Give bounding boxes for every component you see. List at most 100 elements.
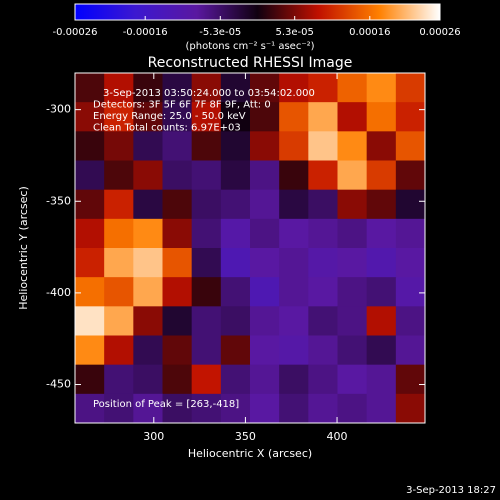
heatmap-cell — [308, 160, 338, 191]
heatmap-cell — [220, 218, 251, 249]
colorbar — [74, 3, 441, 21]
heatmap-cell — [133, 73, 163, 103]
heatmap-cell — [220, 335, 251, 366]
colorbar-tick-label: 5.3e-05 — [276, 27, 314, 38]
heatmap-cell — [75, 102, 105, 132]
heatmap-cell — [133, 218, 163, 249]
heatmap-cell — [366, 335, 397, 366]
y-tick-label: -300 — [46, 103, 71, 116]
heatmap-cell — [366, 102, 397, 132]
heatmap-cell — [75, 218, 105, 249]
heatmap-cell — [395, 131, 426, 161]
annotation: Detectors: 3F 5F 6F 7F 8F 9F, Att: 0 — [93, 100, 271, 111]
heatmap-cell — [279, 102, 309, 132]
heatmap-cell — [133, 102, 163, 132]
heatmap-cell — [162, 306, 193, 336]
colorbar-tick-label: 0.00016 — [349, 27, 390, 38]
x-tick-label: 400 — [327, 430, 348, 443]
heatmap-cell — [337, 131, 368, 161]
peak-annotation: Position of Peak = [263,-418] — [93, 399, 239, 410]
heatmap-cell — [75, 189, 105, 220]
heatmap-cell — [104, 277, 134, 307]
heatmap-cell — [133, 131, 163, 161]
heatmap-cell — [191, 277, 222, 307]
heatmap-cell — [366, 364, 397, 395]
heatmap-cell — [75, 248, 105, 278]
heatmap-cell — [250, 393, 280, 424]
heatmap-cell — [220, 131, 251, 161]
heatmap-cell — [395, 277, 426, 307]
heatmap-cell — [162, 73, 193, 103]
heatmap-cell — [250, 277, 280, 307]
heatmap-cell — [337, 73, 368, 103]
heatmap-cell — [308, 364, 338, 395]
heatmap-cell — [366, 160, 397, 191]
heatmap-cell — [279, 160, 309, 191]
heatmap-cell — [308, 335, 338, 366]
heatmap-cell — [104, 364, 134, 395]
heatmap-cell — [162, 189, 193, 220]
heatmap-cell — [75, 335, 105, 366]
heatmap-cell — [104, 306, 134, 336]
x-tick-label: 350 — [235, 430, 256, 443]
heatmap-cell — [220, 248, 251, 278]
heatmap-cell — [191, 189, 222, 220]
heatmap-cell — [104, 102, 134, 132]
heatmap-cell — [191, 218, 222, 249]
heatmap-cell — [395, 393, 426, 424]
heatmap-cell — [395, 248, 426, 278]
heatmap-cell — [162, 131, 193, 161]
heatmap-cell — [366, 393, 397, 424]
colorbar-tick-label: -5.3e-05 — [199, 27, 241, 38]
heatmap-cell — [191, 131, 222, 161]
heatmap-cell — [133, 335, 163, 366]
heatmap-cell — [104, 218, 134, 249]
heatmap-cell — [104, 393, 134, 424]
heatmap-cell — [308, 393, 338, 424]
heatmap-cell — [279, 218, 309, 249]
heatmap-cell — [337, 393, 368, 424]
heatmap-cell — [104, 160, 134, 191]
heatmap-cell — [75, 160, 105, 191]
heatmap-cell — [191, 102, 222, 132]
heatmap-cell — [308, 306, 338, 336]
heatmap-cell — [162, 248, 193, 278]
heatmap-cell — [191, 393, 222, 424]
heatmap-cell — [133, 306, 163, 336]
heatmap-cell — [337, 364, 368, 395]
heatmap-cell — [104, 335, 134, 366]
heatmap-cell — [308, 131, 338, 161]
heatmap-cell — [250, 218, 280, 249]
heatmap-cell — [104, 73, 134, 103]
heatmap-cell — [337, 189, 368, 220]
heatmap-cell — [395, 218, 426, 249]
heatmap-cell — [337, 160, 368, 191]
y-axis-label: Heliocentric Y (arcsec) — [17, 186, 30, 310]
heatmap-cell — [279, 277, 309, 307]
heatmap-cell — [250, 306, 280, 336]
heatmap-cell — [308, 277, 338, 307]
heatmap-cell — [366, 218, 397, 249]
heatmap-cell — [162, 364, 193, 395]
timestamp: 3-Sep-2013 18:27 — [406, 485, 496, 496]
heatmap-cell — [250, 102, 280, 132]
heatmap-cell — [308, 102, 338, 132]
heatmap-cell — [133, 393, 163, 424]
heatmap-cell — [366, 189, 397, 220]
heatmap-cell — [220, 364, 251, 395]
heatmap-cell — [162, 218, 193, 249]
colorbar-label: (photons cm⁻² s⁻¹ asec⁻²) — [185, 41, 314, 52]
x-axis-label: Heliocentric X (arcsec) — [188, 447, 312, 460]
heatmap-cell — [337, 218, 368, 249]
heatmap-cell — [162, 277, 193, 307]
x-tick-label: 300 — [143, 430, 164, 443]
heatmap-cell — [75, 306, 105, 336]
heatmap-cell — [337, 306, 368, 336]
heatmap-cell — [162, 160, 193, 191]
heatmap-cell — [337, 248, 368, 278]
heatmap-cell — [366, 248, 397, 278]
heatmap-cell — [279, 306, 309, 336]
heatmap-cell — [104, 131, 134, 161]
heatmap-cell — [279, 189, 309, 220]
heatmap-cell — [395, 160, 426, 191]
